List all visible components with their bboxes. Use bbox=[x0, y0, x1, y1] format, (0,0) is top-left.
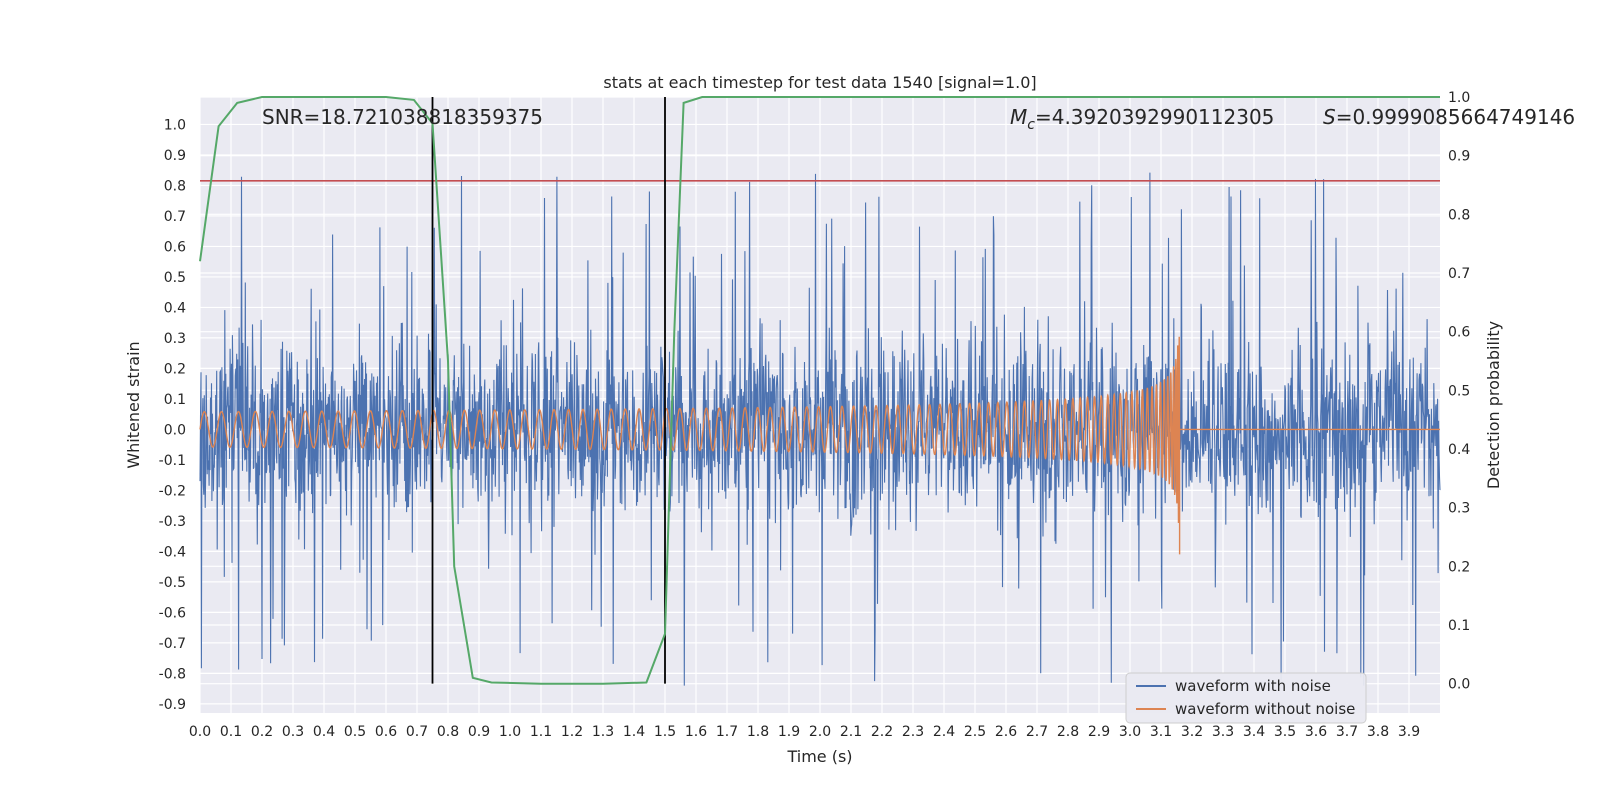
x-tick-label: 3.2 bbox=[1181, 724, 1203, 740]
y-tick-label: 0.7 bbox=[164, 209, 186, 225]
x-tick-label: 3.6 bbox=[1305, 724, 1327, 740]
y-tick-label: 0.0 bbox=[164, 422, 186, 438]
x-tick-label: 1.6 bbox=[685, 724, 707, 740]
y-tick-label: -0.5 bbox=[159, 575, 186, 591]
legend-box bbox=[1125, 672, 1367, 724]
chart-title: stats at each timestep for test data 154… bbox=[603, 73, 1036, 92]
y2-tick-label: 0.0 bbox=[1448, 677, 1470, 693]
x-tick-label: 3.3 bbox=[1212, 724, 1234, 740]
score-value: =0.9999085664749146 bbox=[1336, 105, 1575, 129]
x-tick-label: 2.7 bbox=[1026, 724, 1048, 740]
x-tick-label: 0.3 bbox=[282, 724, 304, 740]
y2-tick-label: 0.4 bbox=[1448, 442, 1470, 458]
x-tick-label: 1.0 bbox=[499, 724, 521, 740]
y-tick-label: -0.2 bbox=[159, 483, 186, 499]
y-tick-label: 0.5 bbox=[164, 270, 186, 286]
grid bbox=[199, 96, 1440, 713]
x-tick-label: 2.8 bbox=[1057, 724, 1079, 740]
x-tick-label: 0.2 bbox=[251, 724, 273, 740]
y-tick-label: 0.3 bbox=[164, 331, 186, 347]
y-tick-label: 0.9 bbox=[164, 148, 186, 164]
x-tick-label: 2.1 bbox=[840, 724, 862, 740]
chirp-mass-symbol: M bbox=[1010, 105, 1027, 129]
y-tick-label: -0.9 bbox=[159, 697, 186, 713]
x-tick-label: 1.7 bbox=[716, 724, 738, 740]
y-tick-label: 0.8 bbox=[164, 178, 186, 194]
x-tick-label: 3.5 bbox=[1274, 724, 1296, 740]
x-tick-label: 2.0 bbox=[809, 724, 831, 740]
x-tick-label: 3.7 bbox=[1336, 724, 1358, 740]
clean-waveform-series bbox=[199, 336, 1440, 555]
x-tick-label: 1.9 bbox=[778, 724, 800, 740]
y-tick-label: -0.3 bbox=[159, 514, 186, 530]
x-tick-label: 1.2 bbox=[561, 724, 583, 740]
y-tick-label: -0.4 bbox=[159, 544, 186, 560]
chirp-mass-subscript: c bbox=[1027, 117, 1035, 133]
y2-axis-label: Detection probability bbox=[1484, 321, 1503, 489]
y-tick-label: -0.6 bbox=[159, 605, 186, 621]
score-symbol: S bbox=[1323, 105, 1336, 129]
x-tick-label: 1.8 bbox=[747, 724, 769, 740]
x-tick-label: 2.6 bbox=[995, 724, 1017, 740]
chirp-mass-value: =4.3920392990112305 bbox=[1035, 105, 1274, 129]
x-tick-label: 2.5 bbox=[964, 724, 986, 740]
y2-tick-label: 0.2 bbox=[1448, 559, 1470, 575]
y-tick-label: -0.1 bbox=[159, 453, 186, 469]
x-axis-label: Time (s) bbox=[786, 747, 852, 766]
clean-waveform-line bbox=[199, 336, 1440, 555]
x-tick-label: 0.9 bbox=[468, 724, 490, 740]
x-tick-label: 2.3 bbox=[902, 724, 924, 740]
y-tick-label: 0.4 bbox=[164, 300, 186, 316]
y-tick-label: 0.1 bbox=[164, 392, 186, 408]
y2-tick-label: 0.8 bbox=[1448, 207, 1470, 223]
snr-annotation: SNR=18.721038818359375 bbox=[262, 105, 543, 129]
x-tick-label: 0.8 bbox=[437, 724, 459, 740]
x-tick-label: 1.3 bbox=[592, 724, 614, 740]
overlay-lines bbox=[199, 96, 1440, 685]
x-tick-label: 0.6 bbox=[375, 724, 397, 740]
x-tick-label: 3.4 bbox=[1243, 724, 1265, 740]
x-tick-label: 0.7 bbox=[406, 724, 428, 740]
x-tick-label: 2.2 bbox=[871, 724, 893, 740]
x-tick-label: 1.5 bbox=[654, 724, 676, 740]
y2-tick-label: 0.5 bbox=[1448, 383, 1470, 399]
x-tick-label: 3.8 bbox=[1367, 724, 1389, 740]
legend-label-noise: waveform with noise bbox=[1175, 677, 1331, 695]
y-tick-label: -0.7 bbox=[159, 636, 186, 652]
y-tick-label: 0.6 bbox=[164, 239, 186, 255]
legend: waveform with noise waveform without noi… bbox=[1125, 672, 1367, 724]
x-tick-label: 3.0 bbox=[1119, 724, 1141, 740]
y-tick-label: 1.0 bbox=[164, 117, 186, 133]
x-tick-label: 0.4 bbox=[313, 724, 335, 740]
x-tick-label: 1.4 bbox=[623, 724, 645, 740]
legend-label-clean: waveform without noise bbox=[1175, 700, 1355, 718]
x-tick-label: 0.5 bbox=[344, 724, 366, 740]
x-tick-label: 2.4 bbox=[933, 724, 955, 740]
x-tick-label: 3.1 bbox=[1150, 724, 1172, 740]
y-axis-label: Whitened strain bbox=[124, 341, 143, 468]
y2-tick-label: 0.6 bbox=[1448, 325, 1470, 341]
x-tick-label: 2.9 bbox=[1088, 724, 1110, 740]
y-tick-label: 0.2 bbox=[164, 361, 186, 377]
noisy-waveform-series bbox=[199, 172, 1441, 686]
noisy-waveform-line bbox=[199, 172, 1441, 686]
axis-ticks: 0.0 0.1 0.2 0.3 0.4 0.5 0.6 0.7 0.8 0.9 1.0 1.1 1.2 1… bbox=[159, 90, 1471, 740]
chirp-mass-annotation: Mc=4.3920392990112305 bbox=[1010, 105, 1274, 133]
y2-tick-label: 0.7 bbox=[1448, 266, 1470, 282]
x-tick-label: 0.0 bbox=[189, 724, 211, 740]
x-tick-label: 1.1 bbox=[530, 724, 552, 740]
x-tick-label: 0.1 bbox=[220, 724, 242, 740]
y2-tick-label: 0.1 bbox=[1448, 618, 1470, 634]
score-annotation: S=0.9999085664749146 bbox=[1323, 105, 1575, 129]
y2-tick-label: 1.0 bbox=[1448, 90, 1470, 106]
y-tick-label: -0.8 bbox=[159, 666, 186, 682]
y2-tick-label: 0.3 bbox=[1448, 501, 1470, 517]
detection-probability-line bbox=[199, 96, 1440, 685]
y2-tick-label: 0.9 bbox=[1448, 149, 1470, 165]
x-tick-label: 3.9 bbox=[1398, 724, 1420, 740]
